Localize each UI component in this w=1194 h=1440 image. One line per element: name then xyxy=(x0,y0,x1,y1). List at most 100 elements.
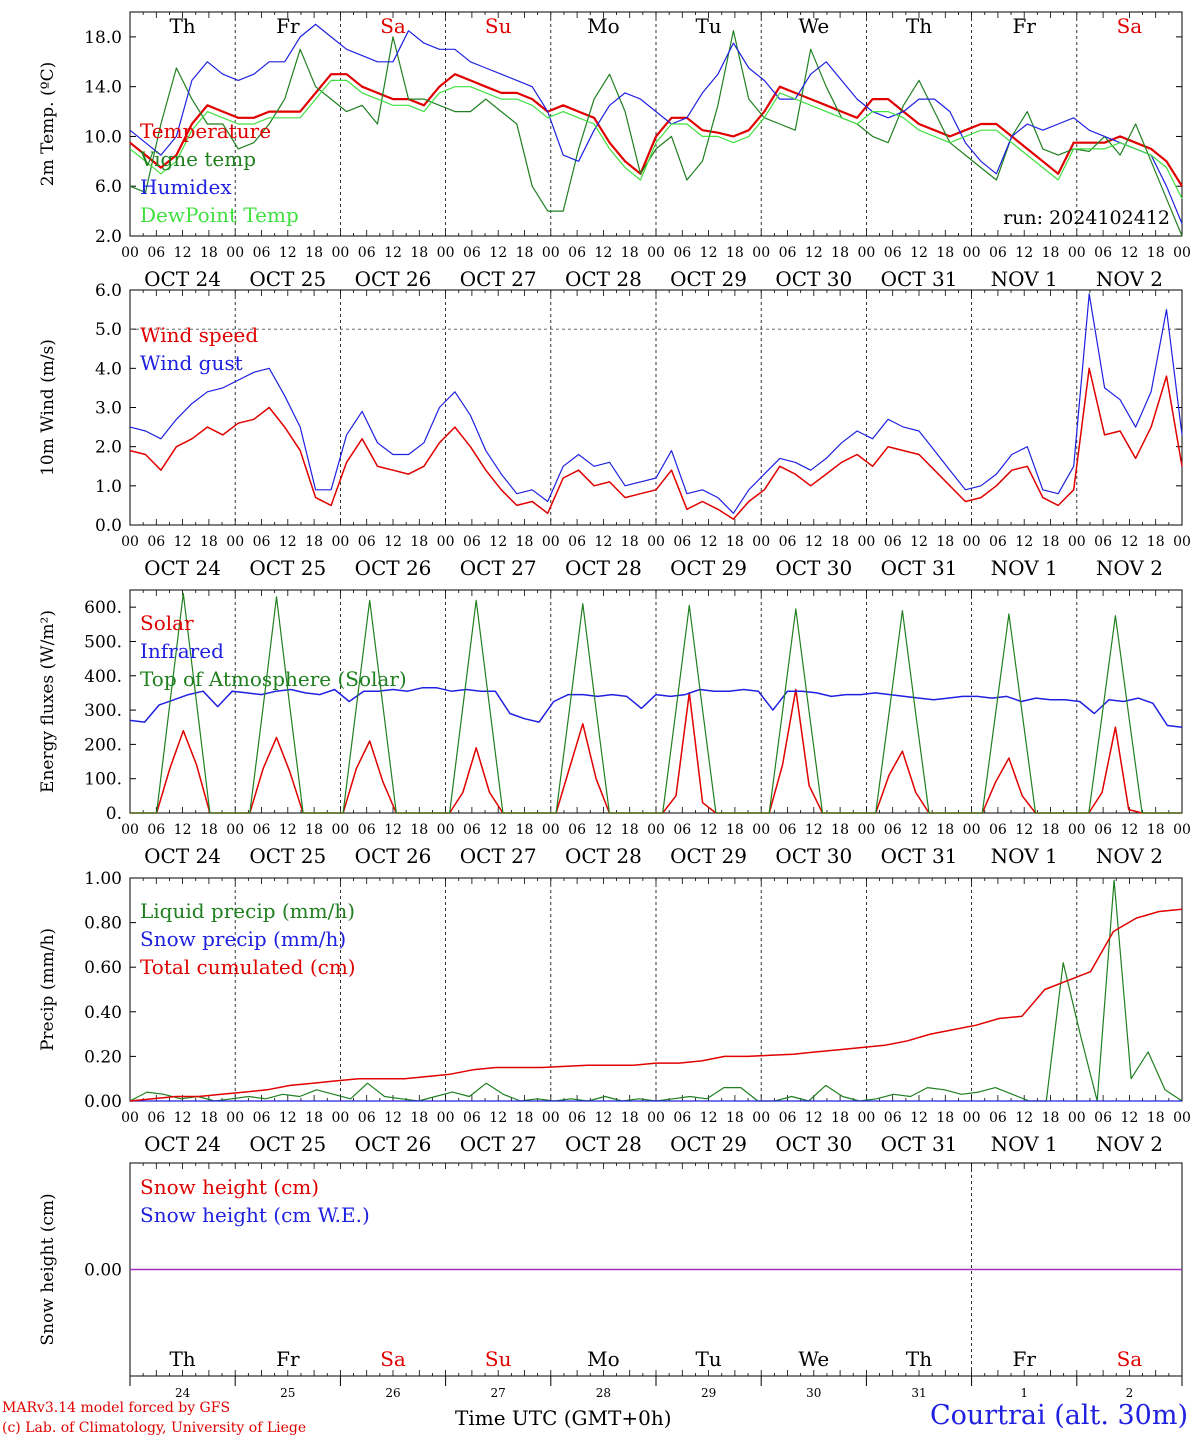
energy-hour-tick-label: 18 xyxy=(1042,822,1060,838)
temp-legend-entry: Temperature xyxy=(140,119,271,143)
wind-date-label: OCT 26 xyxy=(355,556,432,580)
precip-hour-tick-label: 00 xyxy=(437,1110,455,1126)
energy-date-label: OCT 31 xyxy=(881,844,958,868)
energy-date-label: OCT 30 xyxy=(775,844,852,868)
bottom-day-number: 31 xyxy=(911,1386,926,1400)
energy-date-label: OCT 27 xyxy=(460,844,537,868)
precip-hour-tick-label: 06 xyxy=(463,1110,481,1126)
bottom-weekday-label: Tu xyxy=(695,1347,721,1371)
weekday-label: Fr xyxy=(1012,14,1036,38)
snow-legend-entry: Snow height (cm W.E.) xyxy=(140,1203,370,1227)
precip-hour-tick-label: 00 xyxy=(752,1110,770,1126)
precip-hour-tick-label: 00 xyxy=(542,1110,560,1126)
precip-hour-tick-label: 00 xyxy=(226,1110,244,1126)
energy-hour-tick-label: 18 xyxy=(305,822,323,838)
weekday-label: Mo xyxy=(587,14,620,38)
temp-hour-tick-label: 06 xyxy=(989,245,1007,261)
wind-y-tick-label: 4.0 xyxy=(95,359,122,379)
energy-hour-tick-label: 12 xyxy=(279,822,297,838)
wind-date-label: OCT 24 xyxy=(144,556,221,580)
energy-y-tick-label: 600. xyxy=(84,598,122,618)
temp-hour-tick-label: 06 xyxy=(1094,245,1112,261)
wind-hour-tick-label: 00 xyxy=(542,534,560,550)
precip-date-label: NOV 1 xyxy=(991,1132,1058,1156)
precip-hour-tick-label: 12 xyxy=(910,1110,928,1126)
bottom-weekday-label: Th xyxy=(169,1347,195,1371)
energy-y-tick-label: 100. xyxy=(84,770,122,790)
wind-date-label: OCT 29 xyxy=(670,556,747,580)
wind-y-tick-label: 0.0 xyxy=(95,516,122,536)
weekday-label: Tu xyxy=(695,14,721,38)
temp-hour-tick-label: 06 xyxy=(568,245,586,261)
energy-hour-tick-label: 12 xyxy=(594,822,612,838)
bottom-weekday-label: Sa xyxy=(380,1347,406,1371)
wind-date-label: OCT 25 xyxy=(249,556,326,580)
energy-hour-tick-label: 06 xyxy=(463,822,481,838)
temp-hour-tick-label: 06 xyxy=(779,245,797,261)
weekday-label: Sa xyxy=(380,14,406,38)
precip-legend-entry: Liquid precip (mm/h) xyxy=(140,899,355,923)
wind-hour-tick-label: 12 xyxy=(594,534,612,550)
precip-hour-tick-label: 18 xyxy=(936,1110,954,1126)
wind-hour-tick-label: 06 xyxy=(253,534,271,550)
wind-hour-tick-label: 12 xyxy=(384,534,402,550)
temp-y-tick-label: 18.0 xyxy=(84,28,122,48)
temp-hour-tick-label: 06 xyxy=(463,245,481,261)
energy-hour-tick-label: 18 xyxy=(831,822,849,838)
energy-hour-tick-label: 06 xyxy=(779,822,797,838)
temp-date-label: OCT 29 xyxy=(670,267,747,291)
wind-date-label: OCT 27 xyxy=(460,556,537,580)
snow-y-axis-label: Snow height (cm) xyxy=(38,1193,58,1345)
temp-legend-entry: Vigne temp xyxy=(139,147,256,171)
credit-lab: (c) Lab. of Climatology, University of L… xyxy=(2,1420,307,1436)
temp-series-humidex xyxy=(129,23,1183,224)
wind-hour-tick-label: 18 xyxy=(516,534,534,550)
energy-hour-tick-label: 00 xyxy=(857,822,875,838)
energy-date-label: OCT 29 xyxy=(670,844,747,868)
wind-hour-tick-label: 06 xyxy=(463,534,481,550)
bottom-weekday-label: Su xyxy=(485,1347,512,1371)
wind-hour-tick-label: 12 xyxy=(1120,534,1138,550)
temp-hour-tick-label: 18 xyxy=(1147,245,1165,261)
wind-hour-tick-label: 06 xyxy=(989,534,1007,550)
wind-hour-tick-label: 12 xyxy=(805,534,823,550)
wind-hour-tick-label: 00 xyxy=(857,534,875,550)
precip-hour-tick-label: 18 xyxy=(410,1110,428,1126)
energy-hour-tick-label: 12 xyxy=(805,822,823,838)
temp-hour-tick-label: 00 xyxy=(1068,245,1086,261)
precip-hour-tick-label: 00 xyxy=(857,1110,875,1126)
precip-date-label: OCT 24 xyxy=(144,1132,221,1156)
temp-hour-tick-label: 00 xyxy=(752,245,770,261)
temp-hour-tick-label: 18 xyxy=(1042,245,1060,261)
energy-hour-tick-label: 06 xyxy=(989,822,1007,838)
precip-y-tick-label: 1.00 xyxy=(84,869,122,889)
bottom-day-number: 28 xyxy=(596,1386,611,1400)
energy-date-label: OCT 24 xyxy=(144,844,221,868)
wind-hour-tick-label: 00 xyxy=(437,534,455,550)
wind-hour-tick-label: 00 xyxy=(226,534,244,550)
precip-hour-tick-label: 12 xyxy=(489,1110,507,1126)
energy-y-tick-label: 200. xyxy=(84,735,122,755)
energy-hour-tick-label: 00 xyxy=(121,822,139,838)
precip-hour-tick-label: 12 xyxy=(1120,1110,1138,1126)
precip-hour-tick-label: 06 xyxy=(779,1110,797,1126)
temp-date-label: NOV 2 xyxy=(1096,267,1163,291)
energy-y-tick-label: 400. xyxy=(84,667,122,687)
wind-series-wind-gust xyxy=(129,293,1183,514)
wind-hour-tick-label: 00 xyxy=(331,534,349,550)
energy-legend-entry: Solar xyxy=(140,611,194,635)
temp-hour-tick-label: 18 xyxy=(410,245,428,261)
temp-legend-entry: Humidex xyxy=(140,175,232,199)
temp-hour-tick-label: 12 xyxy=(174,245,192,261)
precip-hour-tick-label: 12 xyxy=(174,1110,192,1126)
energy-hour-tick-label: 18 xyxy=(200,822,218,838)
temp-y-tick-label: 14.0 xyxy=(84,78,122,98)
wind-date-label: OCT 31 xyxy=(881,556,958,580)
wind-hour-tick-label: 18 xyxy=(1147,534,1165,550)
energy-hour-tick-label: 00 xyxy=(647,822,665,838)
snow-legend-entry: Snow height (cm) xyxy=(140,1175,319,1199)
energy-hour-tick-label: 18 xyxy=(621,822,639,838)
bottom-weekday-label: Sa xyxy=(1117,1347,1143,1371)
weekday-label: Fr xyxy=(276,14,300,38)
